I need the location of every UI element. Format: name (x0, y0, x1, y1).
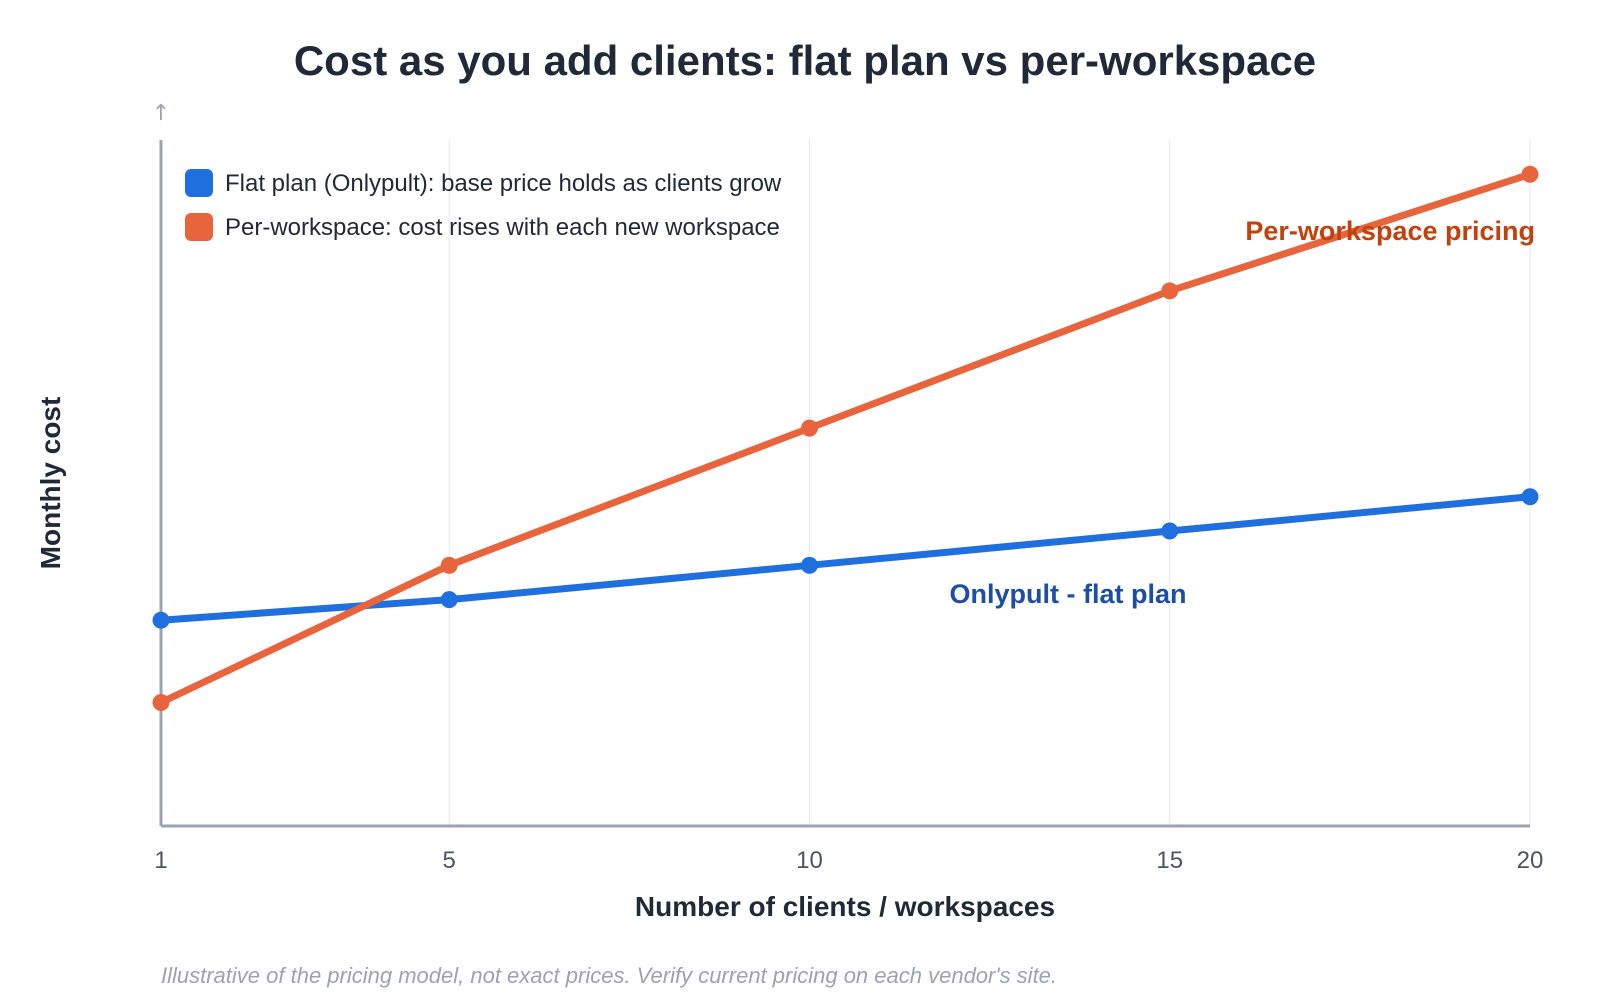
x-tick-label: 5 (443, 847, 456, 874)
data-point (440, 591, 458, 609)
x-tick-label: 10 (796, 847, 823, 874)
series-annotation: Per-workspace pricing (1245, 216, 1535, 246)
x-tick-labels: 1 5 10 15 20 (154, 847, 1543, 874)
series-annotation: Onlypult - flat plan (950, 579, 1187, 609)
legend-swatch (185, 169, 213, 197)
footnote: Illustrative of the pricing model, not e… (161, 963, 1057, 988)
y-axis-arrow: ↑ (152, 101, 170, 126)
legend-swatch (185, 213, 213, 241)
grid (448, 140, 1531, 826)
data-point (1161, 522, 1179, 540)
x-tick-label: 1 (154, 847, 167, 874)
data-point (1521, 165, 1539, 183)
y-axis-label: Monthly cost (35, 397, 66, 570)
data-point (800, 556, 818, 574)
data-point (152, 611, 170, 629)
x-tick-label: 20 (1517, 847, 1544, 874)
legend: Flat plan (Onlypult): base price holds a… (185, 169, 782, 241)
series-annotations: Onlypult - flat plan Per-workspace pricin… (950, 216, 1536, 609)
legend-label: Flat plan (Onlypult): base price holds a… (225, 170, 782, 197)
data-point (152, 694, 170, 712)
chart-title: Cost as you add clients: flat plan vs pe… (294, 37, 1316, 84)
data-point (440, 556, 458, 574)
data-point (1521, 488, 1539, 506)
x-tick-label: 15 (1156, 847, 1183, 874)
x-axis-label: Number of clients / workspaces (635, 891, 1055, 922)
data-point (800, 419, 818, 437)
data-point (1161, 282, 1179, 300)
series-line-1 (157, 170, 1534, 707)
legend-label: Per-workspace: cost rises with each new … (225, 214, 780, 241)
series (152, 165, 1539, 712)
